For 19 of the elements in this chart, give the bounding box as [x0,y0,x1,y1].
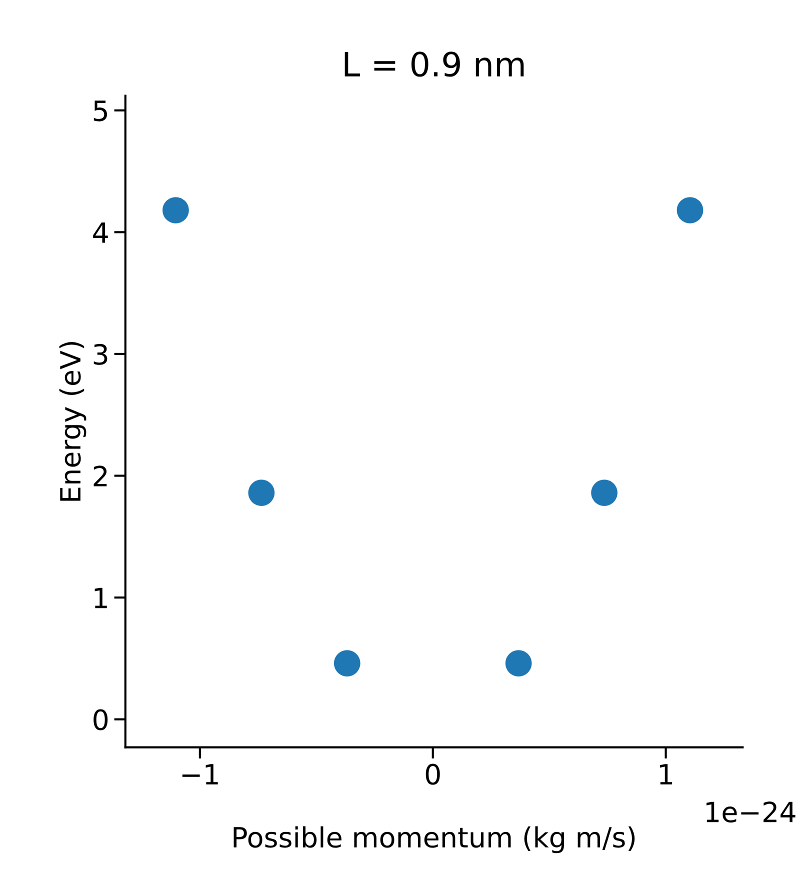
x-tick-label: 1 [660,764,672,784]
y-tick-label: 0 [94,709,108,730]
y-tick-label: 1 [94,588,107,608]
x-tick-label: 0 [426,764,440,785]
point [505,650,532,676]
x-axis-title: Possible momentum (kg m/s) [234,826,635,854]
point [162,197,189,224]
x-tick-label: −1 [182,764,218,784]
y-tick-label: 4 [93,222,108,243]
point [334,650,360,676]
text: 1e−24 [706,801,796,822]
point [248,480,275,506]
y-tick-label: 2 [94,466,107,486]
point [591,480,618,506]
point [676,197,704,224]
y-tick-label: 3 [94,344,108,365]
chart-title: L = 0.9 nm [344,52,524,77]
y-axis-title: Energy (eV) [59,342,86,501]
y-tick-label: 5 [94,100,107,122]
